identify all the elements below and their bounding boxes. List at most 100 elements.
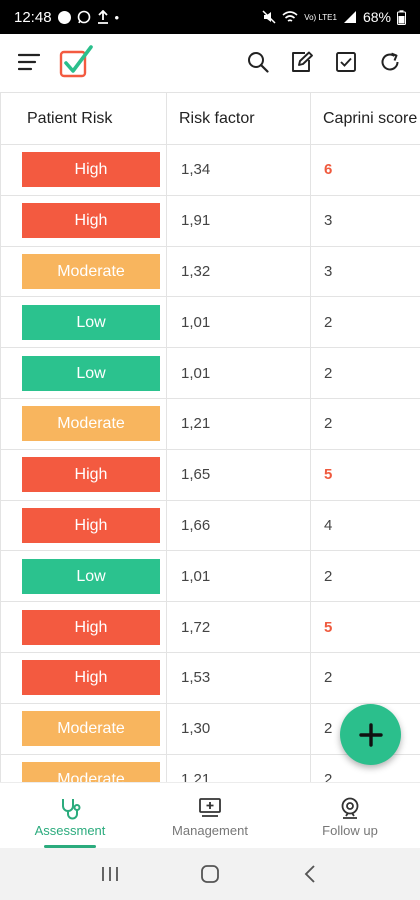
risk-factor-cell: 1,34	[166, 144, 311, 196]
risk-cell: High	[0, 601, 167, 653]
webcam-icon	[341, 797, 359, 819]
caprini-score-cell: 2	[310, 398, 420, 450]
back-button[interactable]	[290, 859, 330, 889]
header-patient-risk[interactable]: Patient Risk	[0, 92, 167, 145]
header-risk-factor[interactable]: Risk factor	[166, 92, 311, 145]
risk-cell: High	[0, 500, 167, 552]
risk-factor-cell: 1,30	[166, 703, 311, 755]
nav-assessment-label: Assessment	[34, 823, 106, 838]
nav-follow-up[interactable]: Follow up	[280, 783, 420, 848]
table-row[interactable]: High 1,72 5	[0, 601, 420, 653]
risk-badge: Low	[22, 558, 160, 594]
plus-icon	[358, 722, 383, 747]
recent-apps-button[interactable]	[90, 859, 130, 889]
notification-dot-icon	[57, 10, 71, 24]
risk-cell: High	[0, 449, 167, 501]
risk-factor-cell: 1,65	[166, 449, 311, 501]
app-logo	[58, 44, 94, 80]
nav-active-indicator	[44, 845, 96, 848]
upload-icon	[97, 10, 108, 24]
caprini-score-cell: 3	[310, 246, 420, 298]
refresh-button[interactable]	[372, 44, 408, 80]
table-row[interactable]: Moderate 1,32 3	[0, 246, 420, 298]
risk-badge: High	[22, 203, 160, 239]
table-row[interactable]: High 1,34 6	[0, 144, 420, 196]
table-row[interactable]: Moderate 1,30 2	[0, 703, 420, 755]
status-bar: 12:48 • Vo) LTE1 68%	[0, 0, 420, 34]
risk-badge: Moderate	[22, 406, 160, 442]
table-row[interactable]: Moderate 1,21 2	[0, 398, 420, 450]
risk-factor-cell: 1,32	[166, 246, 311, 298]
risk-cell: Low	[0, 296, 167, 349]
add-assessment-button[interactable]	[340, 704, 401, 765]
risk-badge: High	[22, 457, 160, 493]
nav-assessment[interactable]: Assessment	[0, 783, 140, 848]
risk-factor-cell: 1,21	[166, 398, 311, 450]
nav-management[interactable]: Management	[140, 783, 280, 848]
risk-badge: Moderate	[22, 711, 160, 747]
home-button[interactable]	[190, 859, 230, 889]
signal-text: Vo) LTE1	[304, 12, 337, 22]
table-row[interactable]: High 1,66 4	[0, 500, 420, 552]
caprini-score-cell: 6	[310, 144, 420, 196]
risk-badge: Moderate	[22, 253, 160, 289]
patient-table[interactable]: Patient Risk Risk factor Caprini score H…	[0, 92, 420, 782]
risk-badge: High	[22, 152, 160, 188]
caprini-score-cell: 2	[310, 652, 420, 704]
menu-icon	[18, 53, 40, 71]
edit-button[interactable]	[284, 44, 320, 80]
risk-factor-cell: 1,53	[166, 652, 311, 704]
table-header-row: Patient Risk Risk factor Caprini score	[0, 92, 420, 145]
risk-factor-cell: 1,72	[166, 601, 311, 653]
status-time: 12:48	[14, 8, 52, 26]
caprini-score-cell: 5	[310, 601, 420, 653]
edit-icon	[292, 51, 313, 72]
table-row[interactable]: High 1,91 3	[0, 195, 420, 247]
refresh-icon	[381, 52, 399, 71]
monitor-add-icon	[199, 798, 221, 817]
risk-badge: High	[22, 507, 160, 543]
caprini-score-cell: 4	[310, 500, 420, 552]
back-icon	[304, 865, 315, 883]
recent-apps-icon	[102, 867, 118, 881]
risk-cell: Moderate	[0, 703, 167, 755]
caprini-score-cell: 2	[310, 296, 420, 349]
home-icon	[201, 865, 219, 883]
table-row[interactable]: Low 1,01 2	[0, 550, 420, 603]
risk-factor-cell: 1,01	[166, 347, 311, 399]
risk-factor-cell: 1,01	[166, 550, 311, 603]
risk-cell: High	[0, 144, 167, 196]
risk-cell: Moderate	[0, 246, 167, 298]
system-nav-bar	[0, 848, 420, 900]
app-logo-check-icon	[59, 45, 93, 78]
select-all-button[interactable]	[328, 44, 364, 80]
table-row[interactable]: High 1,65 5	[0, 449, 420, 501]
nav-follow-up-label: Follow up	[322, 823, 378, 838]
caprini-score-cell: 2	[310, 347, 420, 399]
wifi-icon	[282, 11, 298, 22]
risk-factor-cell: 1,91	[166, 195, 311, 247]
menu-button[interactable]	[12, 45, 46, 79]
risk-cell: Low	[0, 550, 167, 603]
search-icon	[248, 52, 269, 73]
risk-factor-cell: 1,21	[166, 754, 311, 782]
risk-badge: High	[22, 660, 160, 696]
table-row[interactable]: Low 1,01 2	[0, 347, 420, 399]
risk-factor-cell: 1,01	[166, 296, 311, 349]
caprini-score-cell: 3	[310, 195, 420, 247]
risk-badge: High	[22, 609, 160, 645]
battery-text: 68%	[362, 9, 391, 25]
table-row[interactable]: Low 1,01 2	[0, 296, 420, 349]
risk-factor-cell: 1,66	[166, 500, 311, 552]
battery-icon	[397, 9, 406, 25]
whatsapp-icon	[77, 10, 90, 24]
search-button[interactable]	[240, 44, 276, 80]
risk-badge: Low	[22, 355, 160, 391]
risk-cell: High	[0, 195, 167, 247]
signal-icon	[343, 11, 356, 23]
mute-icon	[262, 10, 276, 24]
table-row[interactable]: High 1,53 2	[0, 652, 420, 704]
risk-badge: Low	[22, 304, 160, 340]
header-caprini-score[interactable]: Caprini score	[310, 92, 420, 145]
bottom-nav: Assessment Management Follow up	[0, 782, 420, 848]
